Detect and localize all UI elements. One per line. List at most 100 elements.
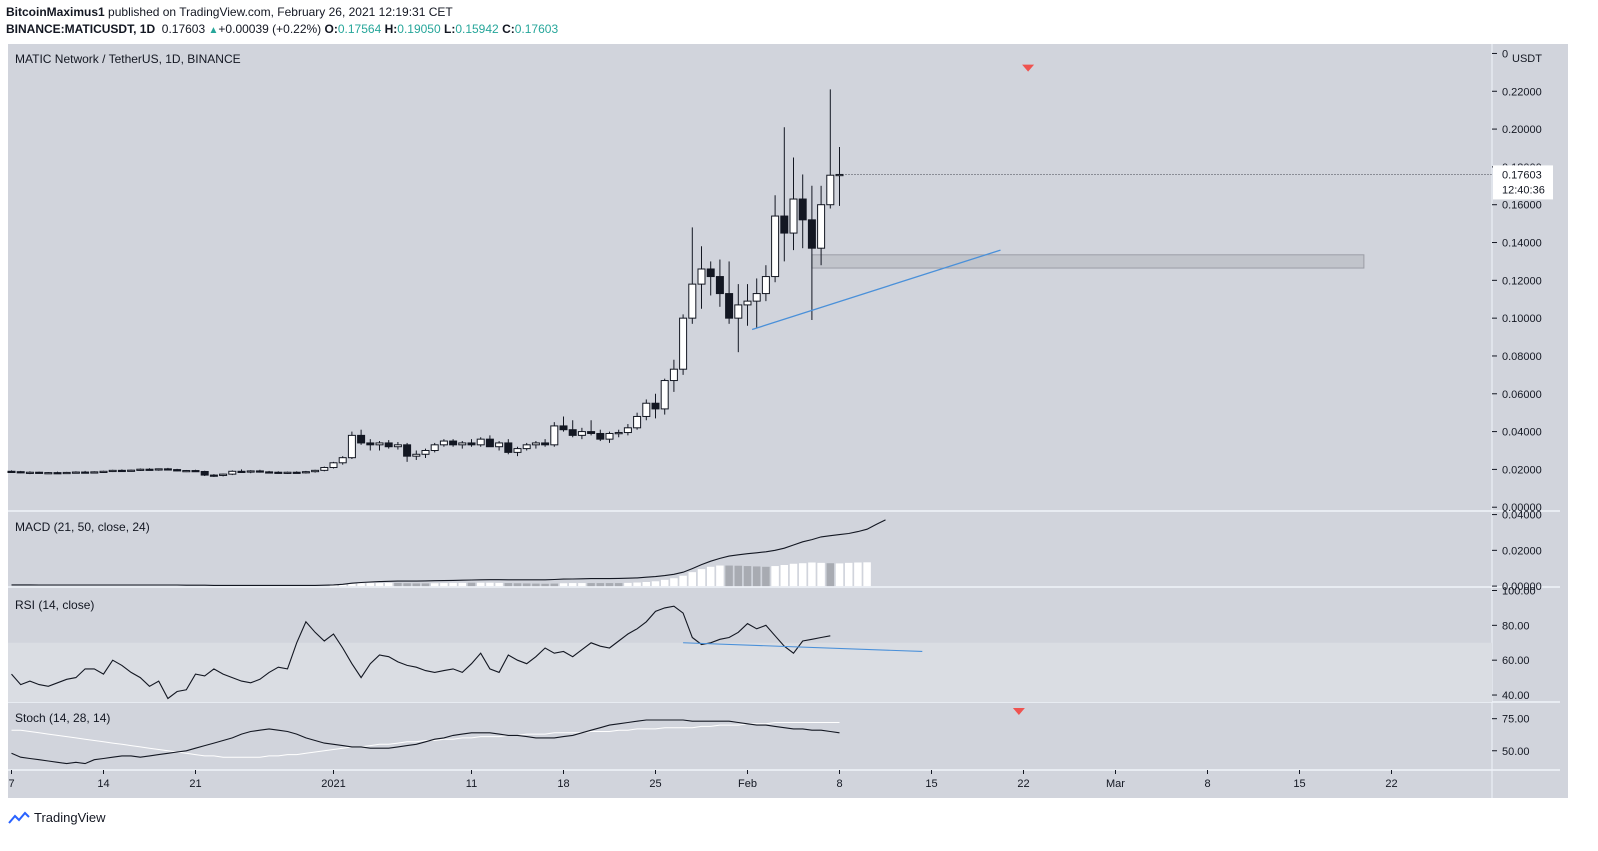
macd-histogram-bar xyxy=(357,583,365,587)
price-tick-label: 0.20000 xyxy=(1502,124,1542,136)
macd-histogram-bar xyxy=(476,582,485,587)
time-tick-label: Feb xyxy=(738,778,757,790)
stoch-k-line xyxy=(11,719,840,765)
candle-up xyxy=(734,304,743,319)
last-price-label: 0.17603 xyxy=(1502,169,1542,181)
open-value: 0.17564 xyxy=(337,22,382,36)
candle-up xyxy=(495,442,504,448)
candle-down xyxy=(559,425,568,431)
macd-histogram-bar xyxy=(780,565,789,587)
candle-up xyxy=(623,427,632,434)
candle-up xyxy=(522,444,531,450)
candle-down xyxy=(798,198,807,221)
time-tick-label: 21 xyxy=(189,778,201,790)
macd-histogram-bar xyxy=(375,583,384,587)
candle-up xyxy=(136,468,145,471)
candle-down xyxy=(467,442,476,446)
time-tick-label: 7 xyxy=(8,778,14,790)
candle-up xyxy=(826,174,835,206)
macd-histogram-bar xyxy=(568,583,577,587)
candle-down xyxy=(715,276,724,295)
candle-up xyxy=(752,293,761,302)
tradingview-brand[interactable]: TradingView xyxy=(8,810,106,825)
candle-up xyxy=(513,448,522,453)
candle-up xyxy=(697,268,706,285)
macd-histogram-bar xyxy=(504,583,513,587)
candle-up xyxy=(412,453,421,457)
candle-down xyxy=(35,471,44,474)
macd-histogram-bar xyxy=(421,583,430,587)
symbol-line: BINANCE:MATICUSDT, 1D xyxy=(6,22,156,36)
last-price-box xyxy=(1493,165,1553,200)
candle-up xyxy=(550,425,559,446)
stoch-tick-label: 75.00 xyxy=(1502,714,1530,726)
macd-histogram-bar xyxy=(624,582,632,587)
candle-up xyxy=(439,440,448,446)
macd-histogram-bar xyxy=(449,582,457,587)
price-tick-label: 0.22000 xyxy=(1502,86,1542,98)
price-tick-label: 0.12000 xyxy=(1502,275,1542,287)
candle-up xyxy=(90,471,99,474)
candle-up xyxy=(99,470,108,473)
publish-info: BitcoinMaximus1 published on TradingView… xyxy=(6,5,453,19)
candle-down xyxy=(292,471,301,474)
macd-histogram-bar xyxy=(550,583,559,587)
macd-histogram-bar xyxy=(614,583,623,587)
candle-down xyxy=(145,468,154,471)
macd-histogram-bar xyxy=(532,583,540,587)
rsi-band xyxy=(8,642,1492,702)
time-tick-label: 11 xyxy=(466,778,477,790)
candle-down xyxy=(7,470,16,473)
macd-histogram-bar xyxy=(578,583,586,587)
time-tick-label: 8 xyxy=(1204,778,1210,790)
candle-down xyxy=(237,470,246,473)
macd-tick-label: 0.02000 xyxy=(1502,545,1542,557)
macd-histogram-bar xyxy=(706,566,715,587)
rsi-label: RSI (14, close) xyxy=(15,598,94,612)
price-tick-label: 0 xyxy=(1502,48,1508,60)
candle-down xyxy=(81,471,90,474)
time-tick-label: 25 xyxy=(649,778,661,790)
candle-up xyxy=(789,198,798,234)
author-name[interactable]: BitcoinMaximus1 xyxy=(6,5,105,19)
change-value: +0.00039 (+0.22%) xyxy=(218,22,322,36)
macd-histogram-bar xyxy=(329,585,338,587)
candle-down xyxy=(807,219,816,249)
tradingview-logo-icon xyxy=(8,811,30,824)
macd-histogram-bar xyxy=(863,562,871,587)
time-tick-label: 22 xyxy=(1385,778,1397,790)
macd-tick-label: 0.04000 xyxy=(1502,510,1542,522)
macd-histogram-bar xyxy=(835,563,844,587)
candle-up xyxy=(338,457,347,464)
macd-histogram-bar xyxy=(789,563,798,587)
macd-histogram-bar xyxy=(734,565,743,587)
macd-histogram-bar xyxy=(716,565,724,587)
macd-histogram-bar xyxy=(752,566,761,587)
macd-histogram-bar xyxy=(605,583,614,587)
candle-up xyxy=(679,317,688,370)
candle-up xyxy=(228,470,237,475)
macd-histogram-bar xyxy=(403,583,411,587)
candle-up xyxy=(531,442,540,446)
rsi-tick-label: 100.00 xyxy=(1502,585,1536,597)
stoch-tick-label: 50.00 xyxy=(1502,746,1530,758)
candle-up xyxy=(669,368,678,382)
macd-histogram-bar xyxy=(688,572,697,587)
candle-up xyxy=(743,300,752,306)
macd-histogram-bar xyxy=(762,566,770,587)
macd-histogram-bar xyxy=(348,583,356,587)
candle-up xyxy=(375,442,384,446)
macd-histogram-bar xyxy=(412,583,421,587)
candle-down xyxy=(173,469,182,472)
candle-up xyxy=(817,204,826,249)
candle-down xyxy=(541,442,550,446)
macd-histogram-bar xyxy=(725,565,733,587)
candle-down xyxy=(200,470,209,476)
candle-up xyxy=(108,469,117,473)
macd-histogram-bar xyxy=(670,578,678,587)
countdown-label: 12:40:36 xyxy=(1502,184,1545,196)
price-trendline xyxy=(751,249,1001,331)
macd-histogram-bar xyxy=(697,569,706,587)
stoch-signal-arrow-icon xyxy=(1012,707,1025,715)
